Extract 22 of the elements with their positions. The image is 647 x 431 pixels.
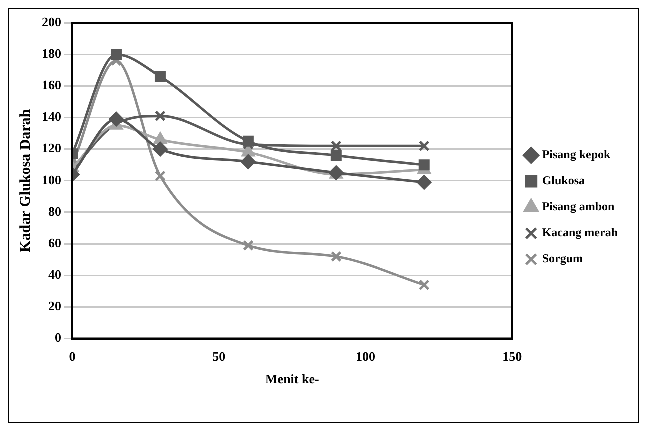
y-tick-label: 60 — [48, 235, 62, 250]
y-tick-label: 140 — [42, 109, 62, 124]
x-tick-label: 150 — [502, 348, 522, 364]
x-tick-label: 0 — [69, 348, 76, 364]
x-axis-title: Menit ke- — [266, 372, 320, 387]
legend-label: Glukosa — [542, 174, 586, 188]
y-tick-label: 200 — [42, 14, 62, 30]
y-tick-label: 100 — [42, 172, 62, 188]
legend-label: Pisang ambon — [542, 200, 616, 214]
legend-label: Pisang kepok — [542, 148, 612, 162]
legend-label: Sorgum — [542, 252, 584, 266]
y-tick-label: 180 — [42, 46, 62, 61]
y-tick-label: 40 — [48, 267, 62, 282]
x-tick-label: 50 — [212, 348, 226, 364]
x-tick-label: 100 — [356, 348, 376, 364]
y-tick-label: 120 — [42, 140, 62, 156]
legend-label: Kacang merah — [542, 226, 618, 240]
y-tick-label: 80 — [48, 204, 62, 219]
y-tick-label: 20 — [48, 298, 62, 314]
y-tick-label: 160 — [42, 78, 62, 93]
y-axis-title: Kadar Glukosa Darah — [18, 108, 34, 252]
y-tick-label: 0 — [55, 330, 62, 346]
